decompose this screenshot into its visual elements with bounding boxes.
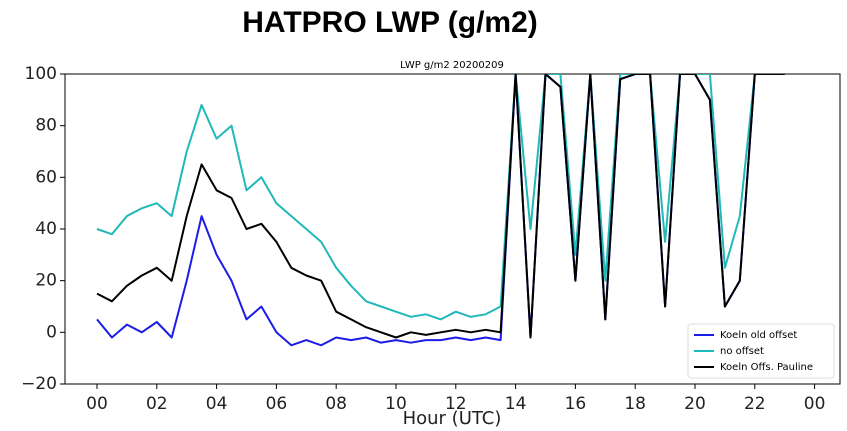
x-tick-label: 18 [624,394,646,414]
legend-label: Koeln old offset [720,330,797,341]
y-tick-label: 20 [35,271,57,291]
x-tick-label: 02 [146,394,168,414]
x-tick-label: 08 [325,394,347,414]
legend-label: Koeln Offs. Pauline [720,362,813,373]
legend-box [687,323,835,379]
x-tick-label: 20 [684,394,706,414]
data-line [96,74,785,347]
chart-title: HATPRO LWP (g/m2) [242,6,538,39]
y-tick-label: −20 [21,374,57,394]
x-tick-label: 14 [505,394,527,414]
chart-subtitle: LWP g/m2 20200209 [400,60,504,71]
y-tick-label: 0 [46,322,57,342]
x-tick-label: 06 [266,394,288,414]
data-line [96,74,785,321]
x-tick-label: 04 [206,394,228,414]
x-tick-label: 12 [445,394,467,414]
y-tick-label: 80 [35,116,57,136]
legend-label: no offset [720,346,764,357]
x-tick-label: 00 [86,394,108,414]
x-tick-label: 22 [744,394,766,414]
x-tick-label: 16 [565,394,587,414]
y-tick-label: 60 [35,167,57,187]
x-tick-label: 00 [804,394,826,414]
y-tick-label: 100 [25,64,57,84]
plot-lines [96,74,785,347]
data-line [96,74,785,339]
x-axis-label: Hour (UTC) [403,408,502,429]
y-tick-label: 40 [35,219,57,239]
x-tick-label: 10 [385,394,407,414]
